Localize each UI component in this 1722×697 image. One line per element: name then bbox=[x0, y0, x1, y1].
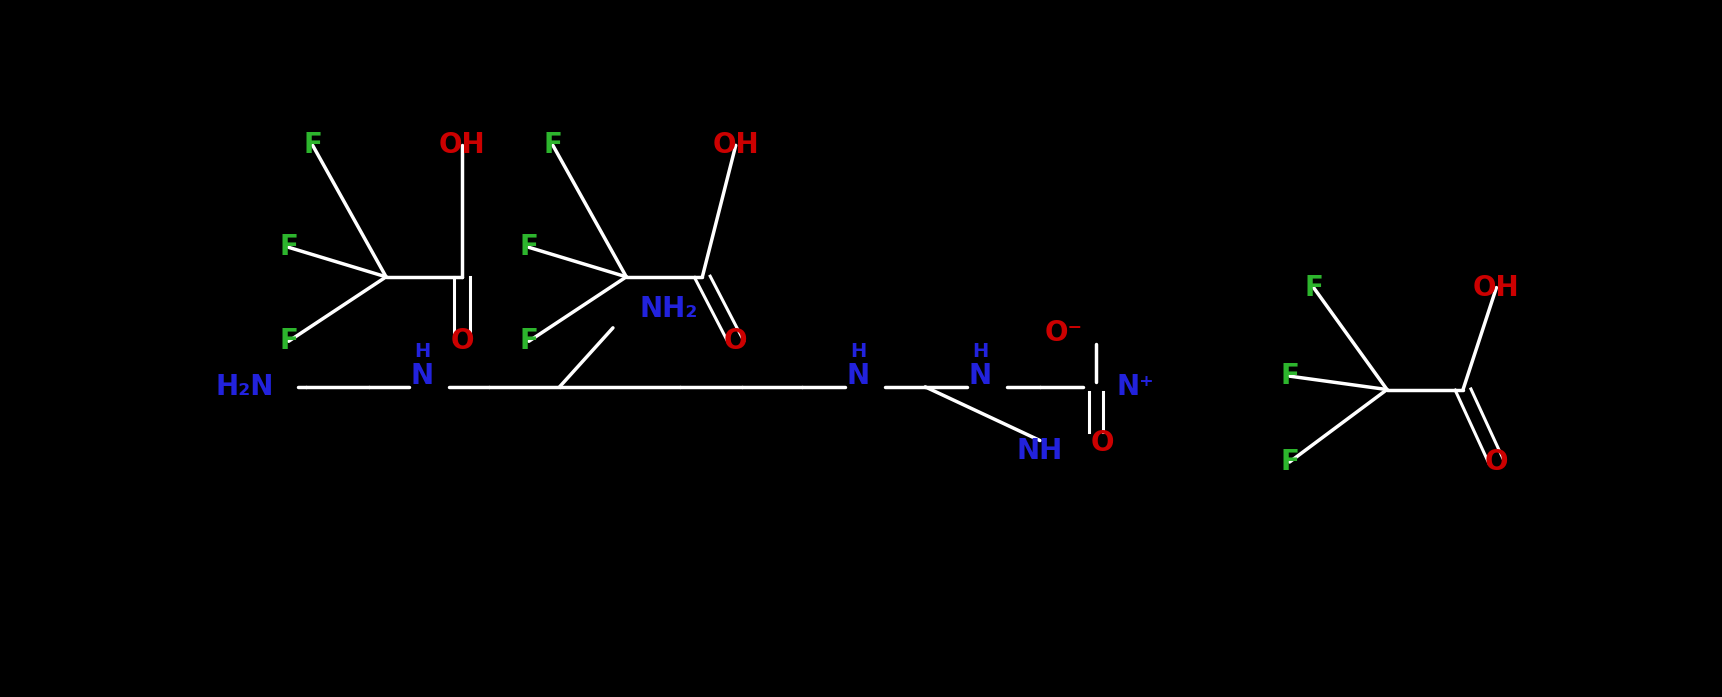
Text: H₂N: H₂N bbox=[215, 373, 274, 401]
Text: F: F bbox=[303, 131, 322, 160]
Text: O: O bbox=[451, 328, 474, 355]
Text: O: O bbox=[1092, 429, 1114, 457]
Text: N⁺: N⁺ bbox=[1116, 373, 1154, 401]
Text: OH: OH bbox=[439, 131, 486, 160]
Text: F: F bbox=[1279, 448, 1298, 476]
Text: F: F bbox=[279, 233, 298, 261]
Text: F: F bbox=[279, 328, 298, 355]
Text: F: F bbox=[1304, 274, 1322, 302]
Text: O: O bbox=[1484, 448, 1508, 476]
Text: O⁻: O⁻ bbox=[1045, 319, 1083, 347]
Text: OH: OH bbox=[713, 131, 759, 160]
Text: H: H bbox=[971, 342, 988, 362]
Text: NH: NH bbox=[1018, 437, 1062, 466]
Text: H: H bbox=[413, 342, 430, 362]
Text: OH: OH bbox=[1472, 274, 1521, 302]
Text: NH₂: NH₂ bbox=[639, 295, 697, 323]
Text: N: N bbox=[410, 362, 434, 390]
Text: F: F bbox=[1279, 362, 1298, 390]
Text: N: N bbox=[847, 362, 870, 390]
Text: N: N bbox=[968, 362, 992, 390]
Text: O: O bbox=[723, 328, 747, 355]
Text: H: H bbox=[851, 342, 866, 362]
Text: F: F bbox=[544, 131, 563, 160]
Text: F: F bbox=[520, 233, 539, 261]
Text: F: F bbox=[520, 328, 539, 355]
